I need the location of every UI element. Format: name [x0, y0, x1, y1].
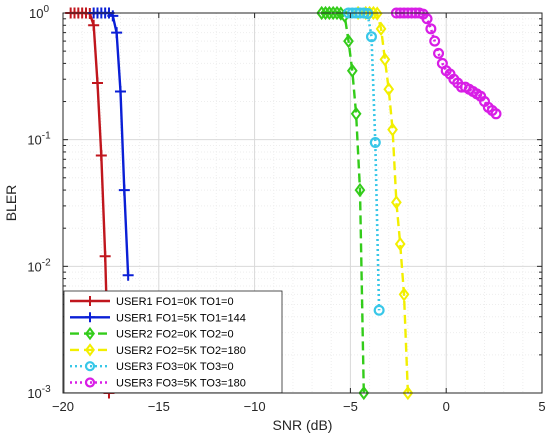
legend-item: USER2 FO2=5K TO2=180 [70, 343, 246, 357]
data-point [398, 287, 410, 302]
data-point [391, 195, 402, 210]
x-tick-label: −15 [148, 399, 170, 414]
data-point [373, 304, 385, 316]
y-tick-label: 10-1 [27, 131, 51, 148]
data-point [85, 326, 95, 341]
data-point [402, 385, 414, 401]
legend-item: USER3 FO3=5K TO3=180 [70, 377, 246, 390]
data-point [111, 27, 123, 39]
legend-label: USER3 FO3=0K TO3=0 [116, 361, 234, 373]
data-point [350, 106, 362, 121]
data-point [85, 296, 95, 306]
axis-ticks: −20 −15 −10 −5 0 5 100 10-1 10-2 10-3 [27, 4, 545, 414]
data-point [369, 136, 381, 148]
data-point [85, 312, 95, 323]
x-tick-label: 0 [443, 399, 450, 414]
legend-box [63, 290, 283, 394]
data-point [88, 19, 100, 31]
legend-label: USER2 FO2=5K TO2=180 [116, 345, 246, 357]
plot-frame [62, 12, 543, 394]
data-point [331, 5, 343, 21]
data-point [118, 184, 130, 196]
data-point [84, 361, 96, 372]
data-point [320, 5, 331, 21]
x-tick-label: −10 [244, 399, 266, 414]
x-tick-label: −5 [343, 399, 358, 414]
legend-label: USER1 FO1=0K TO1=0 [116, 296, 234, 308]
legend-label: USER1 FO1=5K TO1=144 [116, 312, 246, 324]
data-point [316, 5, 328, 21]
data-point [85, 343, 95, 357]
data-point [433, 47, 445, 59]
data-point [99, 250, 111, 262]
data-point [354, 182, 366, 198]
legend-item: USER2 FO2=0K TO2=0 [70, 326, 234, 341]
data-point [421, 13, 433, 25]
legend-item: USER1 FO1=5K TO1=144 [70, 312, 246, 324]
data-point [358, 385, 370, 401]
data-point [323, 5, 335, 21]
data-point [343, 33, 354, 49]
data-point [490, 108, 502, 120]
data-point [379, 52, 391, 67]
data-point [91, 77, 103, 89]
legend-label: USER2 FO2=0K TO2=0 [116, 329, 234, 341]
data-point [362, 8, 374, 20]
data-point [387, 122, 398, 137]
data-point [95, 149, 107, 161]
data-point [107, 10, 119, 22]
data-point [122, 269, 134, 281]
data-point [346, 63, 358, 78]
data-point [394, 236, 406, 252]
data-point [429, 35, 441, 47]
x-tick-label: −20 [52, 399, 74, 414]
legend-label: USER3 FO3=5K TO3=180 [116, 378, 246, 390]
y-axis-label: BLER [3, 185, 19, 222]
data-point [365, 31, 377, 43]
y-tick-label: 100 [29, 4, 49, 21]
data-point [375, 21, 387, 36]
legend: USER1 FO1=0K TO1=0 USER1 FO1=5K TO1=144 US… [63, 290, 283, 394]
y-tick-label: 10-3 [27, 384, 51, 401]
data-point [327, 5, 339, 21]
data-point [425, 23, 437, 35]
data-point [371, 6, 383, 21]
plot-area [62, 5, 543, 401]
x-tick-label: 5 [538, 399, 545, 414]
data-point [114, 86, 126, 98]
data-point [84, 377, 96, 388]
legend-item: USER3 FO3=0K TO3=0 [70, 361, 234, 373]
legend-item: USER1 FO1=0K TO1=0 [70, 296, 234, 308]
data-point [383, 82, 395, 97]
x-axis-label: SNR (dB) [273, 417, 333, 433]
y-tick-label: 10-2 [27, 257, 51, 274]
